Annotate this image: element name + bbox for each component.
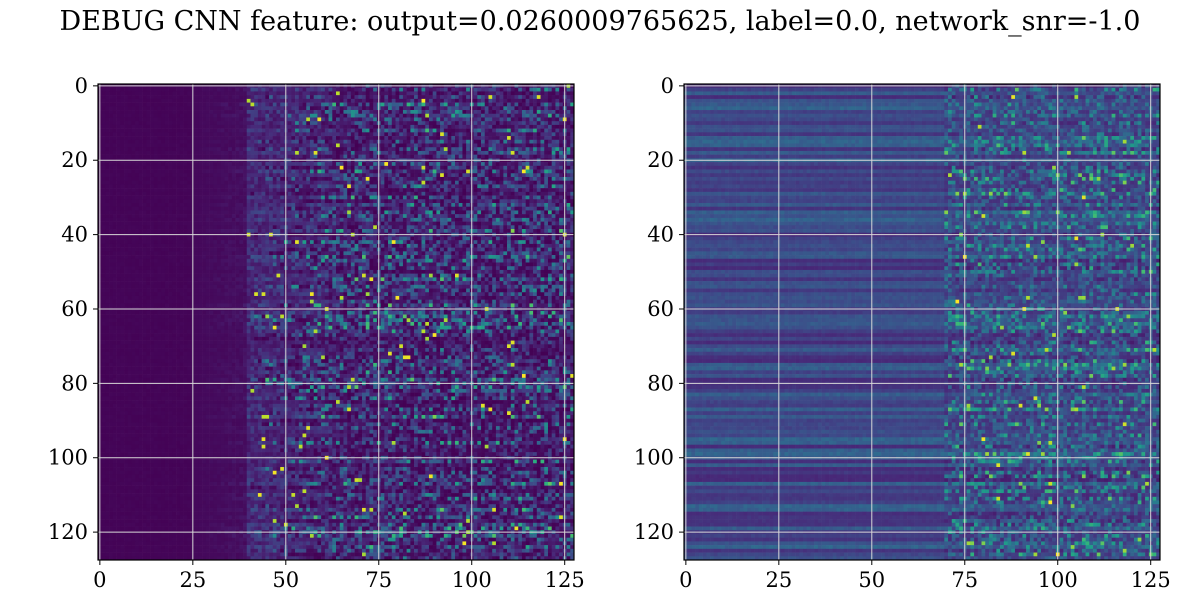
y-tick-label: 20 (61, 148, 88, 172)
heatmap-cells (684, 84, 1160, 560)
y-tick-label: 80 (647, 371, 674, 395)
x-tick-label: 100 (452, 568, 492, 592)
x-tick-label: 25 (179, 568, 206, 592)
x-tick-label: 0 (679, 568, 692, 592)
y-tick-label: 120 (634, 520, 674, 544)
y-tick-label: 60 (61, 297, 88, 321)
x-tick-label: 25 (765, 568, 792, 592)
x-tick-label: 100 (1038, 568, 1078, 592)
x-tick-label: 50 (858, 568, 885, 592)
y-tick-label: 0 (661, 74, 674, 98)
heatmap-cells (98, 84, 574, 560)
x-tick-label: 75 (951, 568, 978, 592)
y-tick-label: 60 (647, 297, 674, 321)
y-tick-label: 0 (75, 74, 88, 98)
heatmap-panel-right: 0 25 50 75 100 125 0 20 40 60 80 100 120 (634, 74, 1171, 592)
x-tick-label: 50 (272, 568, 299, 592)
x-tick-label: 125 (1131, 568, 1171, 592)
x-tick-label: 75 (365, 568, 392, 592)
y-tick-label: 80 (61, 371, 88, 395)
y-tick-label: 120 (48, 520, 88, 544)
heatmap-panel-left: 0 25 50 75 100 125 0 20 40 60 80 100 120 (48, 74, 585, 592)
x-tick-label: 125 (545, 568, 585, 592)
x-tick-label: 0 (93, 568, 106, 592)
y-tick-label: 40 (647, 223, 674, 247)
y-tick-label: 100 (634, 446, 674, 470)
y-tick-label: 40 (61, 223, 88, 247)
y-tick-label: 100 (48, 446, 88, 470)
y-tick-label: 20 (647, 148, 674, 172)
